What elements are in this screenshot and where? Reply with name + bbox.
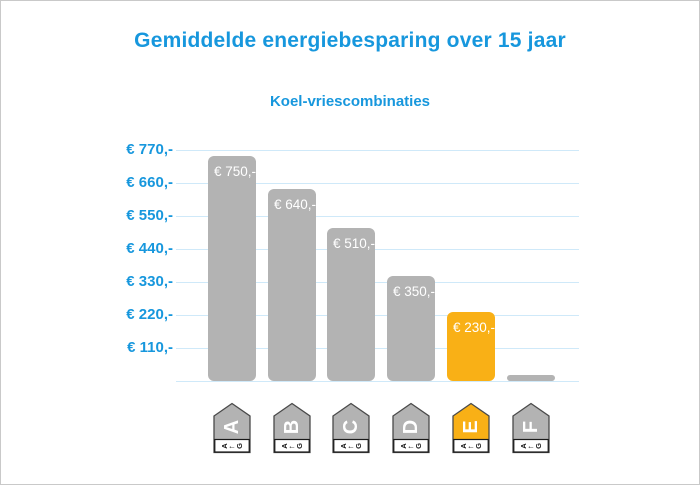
tag-scale-first-letter: A bbox=[339, 443, 348, 449]
tag-scale-arrow-icon: ← bbox=[347, 441, 355, 450]
gridline-110 bbox=[176, 348, 579, 349]
bar-A: € 750,- bbox=[208, 156, 256, 381]
tag-scale-first-letter: A bbox=[399, 443, 408, 449]
tag-letter-E: E bbox=[460, 420, 482, 433]
gridline-0 bbox=[176, 381, 579, 382]
tag-scale-box bbox=[453, 438, 489, 453]
energy-label-tag-A: AA ← G bbox=[213, 402, 251, 454]
gridline-440 bbox=[176, 249, 579, 250]
tag-letter-A: A bbox=[221, 420, 243, 434]
tag-scale-last-letter: G bbox=[235, 443, 244, 449]
tag-scale-arrow-icon: ← bbox=[527, 441, 535, 450]
tag-scale-arrow-icon: ← bbox=[288, 441, 296, 450]
tag-scale-box bbox=[274, 438, 310, 453]
bar-D: € 350,- bbox=[387, 276, 435, 381]
tag-scale-last-letter: G bbox=[414, 443, 423, 449]
tag-scale-last-letter: G bbox=[295, 443, 304, 449]
chart-subtitle: Koel-vriescombinaties bbox=[269, 93, 431, 110]
energy-label-tag-C: C A ← G bbox=[332, 402, 370, 454]
energy-label-tag-D: D A ← G bbox=[392, 402, 430, 454]
tag-scale-arrow-icon: ← bbox=[228, 441, 236, 450]
y-axis-label-440: € 440,- bbox=[126, 240, 173, 257]
tag-scale-box bbox=[214, 438, 250, 453]
tag-scale-arrow-icon: ← bbox=[467, 441, 475, 450]
bar-F bbox=[507, 375, 555, 381]
gridline-660 bbox=[176, 183, 579, 184]
bar-C: € 510,- bbox=[327, 228, 375, 381]
tag-scale-last-letter: G bbox=[534, 443, 543, 449]
tag-scale-first-letter: A bbox=[459, 443, 468, 449]
bar-value-label-B: € 640,- bbox=[274, 197, 317, 212]
tag-scale-first-letter: A bbox=[280, 443, 289, 449]
y-axis-label-330: € 330,- bbox=[126, 273, 173, 290]
chart-title: Gemiddelde energiebesparing over 15 jaar bbox=[134, 29, 566, 52]
bar-value-label-D: € 350,- bbox=[393, 284, 436, 299]
energy-label-tag-F: F A ← G bbox=[512, 402, 550, 454]
gridline-220 bbox=[176, 315, 579, 316]
tag-scale-first-letter: A bbox=[519, 443, 528, 449]
tag-scale-first-letter: A bbox=[220, 443, 229, 449]
energy-label-tag-E: E A ← G bbox=[452, 402, 490, 454]
bar-value-label-E: € 230,- bbox=[453, 320, 496, 335]
gridline-330 bbox=[176, 282, 579, 283]
tag-scale-box bbox=[333, 438, 369, 453]
gridline-770 bbox=[176, 150, 579, 151]
y-axis-label-770: € 770,- bbox=[126, 141, 173, 158]
bar-B: € 640,- bbox=[268, 189, 316, 381]
bar-value-label-A: € 750,- bbox=[214, 164, 257, 179]
y-axis-label-550: € 550,- bbox=[126, 207, 173, 224]
tag-letter-F: F bbox=[520, 421, 542, 433]
tag-letter-C: C bbox=[340, 420, 362, 434]
y-axis-label-660: € 660,- bbox=[126, 174, 173, 191]
tag-scale-box bbox=[513, 438, 549, 453]
energy-label-tag-B: B A ← G bbox=[273, 402, 311, 454]
bar-value-label-C: € 510,- bbox=[333, 236, 376, 251]
y-axis-label-220: € 220,- bbox=[126, 306, 173, 323]
tag-scale-arrow-icon: ← bbox=[407, 441, 415, 450]
gridline-550 bbox=[176, 216, 579, 217]
tag-scale-last-letter: G bbox=[354, 443, 363, 449]
tag-scale-last-letter: G bbox=[474, 443, 483, 449]
y-axis-label-110: € 110,- bbox=[127, 339, 173, 356]
tag-letter-B: B bbox=[281, 420, 303, 434]
tag-letter-D: D bbox=[400, 420, 422, 434]
tag-scale-box bbox=[393, 438, 429, 453]
bar-E: € 230,- bbox=[447, 312, 495, 381]
